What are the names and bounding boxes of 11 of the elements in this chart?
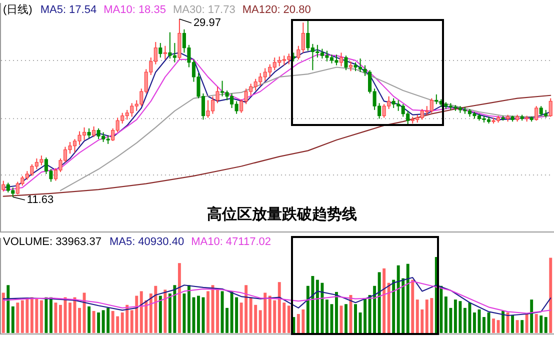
text: 高位区放量跌破趋势线 [207, 205, 357, 223]
text: MA10: 47117.02 [191, 236, 271, 248]
text: MA30: 17.73 [172, 4, 236, 16]
annotation: 29.97 [193, 17, 221, 29]
chart-title: (日线) [3, 3, 32, 16]
chart-title: VOLUME: 33963.37 [3, 236, 102, 248]
annotation: 11.63 [26, 194, 54, 206]
text: MA5: 17.54 [40, 4, 97, 16]
text: MA5: 40930.40 [109, 236, 184, 248]
text: MA120: 20.80 [242, 4, 311, 16]
text: MA10: 18.35 [104, 4, 166, 16]
